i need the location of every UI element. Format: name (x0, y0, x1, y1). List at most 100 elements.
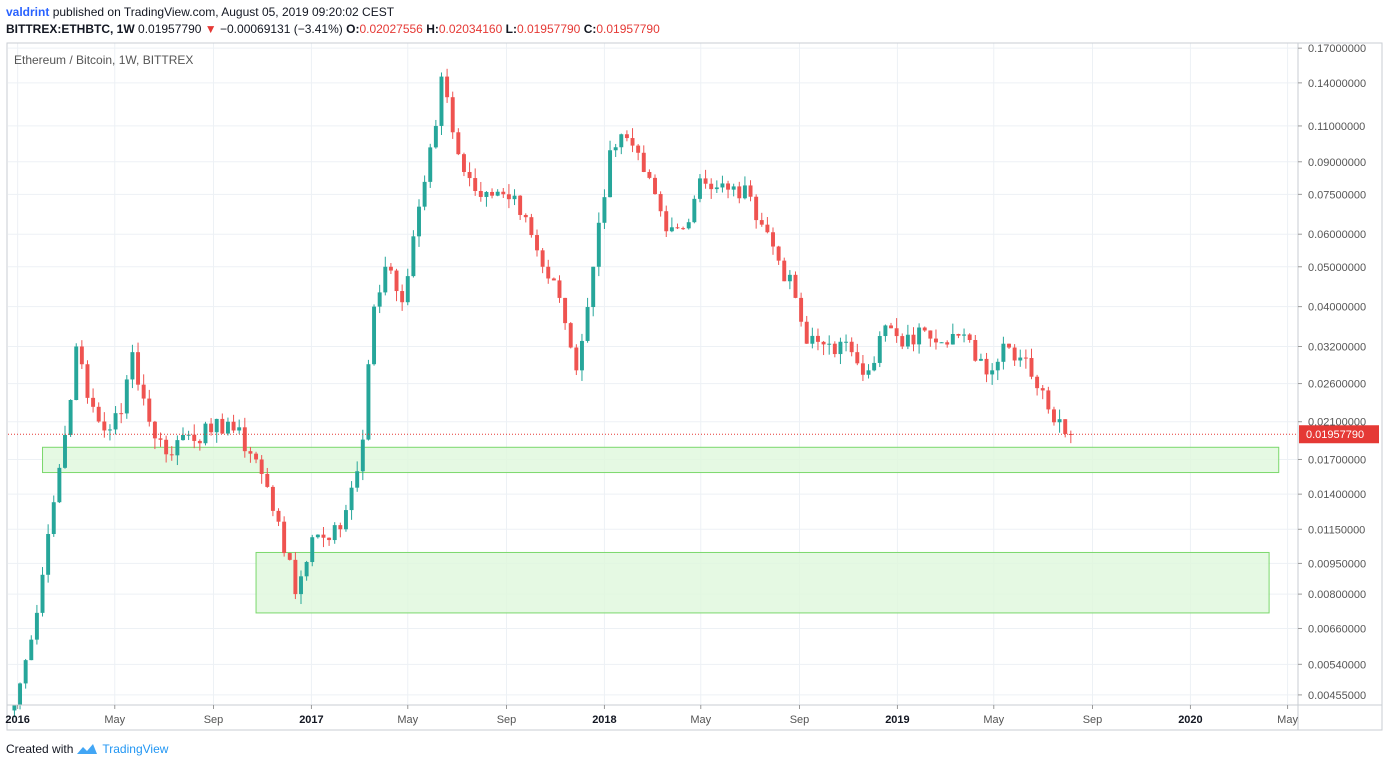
candle-body (209, 423, 214, 433)
candle-body (102, 421, 107, 431)
candle-body (641, 152, 646, 172)
candle-body (473, 178, 478, 191)
candle-body (849, 341, 854, 353)
x-tick-label: May (104, 714, 125, 726)
chart-title: Ethereum / Bitcoin, 1W, BITTREX (14, 53, 193, 67)
candle-body (967, 334, 972, 341)
candle-body (141, 384, 146, 399)
candle-body (293, 559, 298, 595)
candle-body (501, 191, 506, 195)
y-tick-label: 0.03200000 (1308, 341, 1366, 353)
candle-body (332, 525, 337, 541)
candle-body (613, 147, 618, 151)
candle-body (512, 195, 517, 200)
x-tick-label: May (983, 714, 1004, 726)
candle-body (12, 705, 17, 711)
chart-frame (6, 42, 1383, 731)
candle-body (844, 341, 849, 343)
x-tick-label: Sep (1083, 714, 1103, 726)
candle-body (720, 183, 725, 188)
candle-body (321, 534, 326, 538)
candle-body (349, 487, 354, 511)
candle-body (827, 343, 832, 345)
candle-body (883, 325, 888, 337)
last-price-line: 0.01957790 (8, 425, 1379, 444)
candle-body (411, 236, 416, 277)
y-tick-label: 0.02600000 (1308, 379, 1366, 391)
candle-body (900, 336, 905, 347)
candle-body (557, 280, 562, 298)
candle-body (799, 297, 804, 322)
candlestick-series (12, 68, 1073, 718)
candle-body (1018, 357, 1023, 361)
candle-body (405, 276, 410, 303)
candle-body (91, 397, 96, 407)
candle-body (46, 534, 51, 575)
time-axis[interactable]: 2016 May Sep 2017 May Sep 2018 May Sep 2019 May Sep… (5, 705, 1298, 726)
candle-body (225, 421, 230, 434)
candle-body (237, 427, 242, 431)
candle-body (63, 434, 67, 468)
candle-body (96, 406, 101, 422)
y-tick-label: 0.09000000 (1308, 157, 1366, 169)
candle-body (248, 451, 253, 454)
y-tick-label: 0.11000000 (1308, 121, 1365, 133)
current-price: 0.01957790 (138, 22, 202, 36)
candle-body (860, 363, 865, 375)
y-tick-label: 0.01700000 (1308, 454, 1366, 466)
candle-body (130, 352, 135, 380)
candle-body (726, 183, 731, 190)
candle-body (186, 434, 191, 436)
x-tick-label: 2017 (299, 714, 323, 726)
candle-body (495, 191, 500, 196)
candle-body (877, 336, 882, 363)
tradingview-logo-icon (77, 744, 98, 754)
candle-body (686, 222, 691, 229)
candle-body (978, 358, 983, 361)
x-tick-label: 2019 (885, 714, 909, 726)
candle-body (535, 235, 539, 251)
last-price-tag (1299, 425, 1379, 444)
last-price-label: 0.01957790 (1306, 429, 1364, 441)
candle-body (107, 429, 112, 431)
candle-body (681, 228, 686, 230)
candle-body (984, 358, 989, 375)
candle-body (1040, 388, 1045, 391)
candle-body (922, 327, 927, 331)
y-tick-label: 0.00660000 (1308, 623, 1366, 635)
price-axis[interactable]: 0.17000000 0.14000000 0.11000000 0.09000000… (1298, 43, 1366, 702)
candle-body (933, 338, 938, 343)
candle-body (815, 335, 820, 342)
candle-body (608, 150, 613, 198)
support-zone[interactable] (255, 551, 1270, 614)
candle-body (1012, 347, 1017, 361)
candle-body (911, 334, 916, 345)
candle-body (287, 553, 292, 560)
candle-body (270, 486, 275, 511)
candle-body (518, 195, 523, 215)
candle-body (1001, 343, 1006, 362)
candle-body (669, 227, 674, 232)
candle-body (51, 502, 56, 535)
candle-body (383, 266, 388, 293)
candle-body (737, 186, 742, 199)
candle-body (619, 134, 624, 148)
candle-body (636, 145, 641, 153)
candle-body (355, 471, 360, 488)
candle-body (568, 323, 573, 348)
candle-body (259, 459, 264, 474)
x-tick-label: May (397, 714, 418, 726)
author-name[interactable]: valdrint (6, 5, 50, 19)
candle-body (647, 171, 652, 178)
tradingview-brand[interactable]: TradingView (102, 742, 169, 756)
candle-body (1023, 357, 1028, 359)
candle-body (18, 683, 23, 705)
y-tick-label: 0.00950000 (1308, 558, 1366, 570)
support-zone[interactable] (42, 446, 1280, 474)
candle-body (394, 270, 399, 292)
candle-body (658, 194, 663, 212)
support-zones[interactable] (42, 446, 1280, 614)
candle-body (759, 220, 764, 225)
ohlc-line: BITTREX:ETHBTC, 1W 0.01957790 ▼ −0.00069… (6, 22, 660, 36)
